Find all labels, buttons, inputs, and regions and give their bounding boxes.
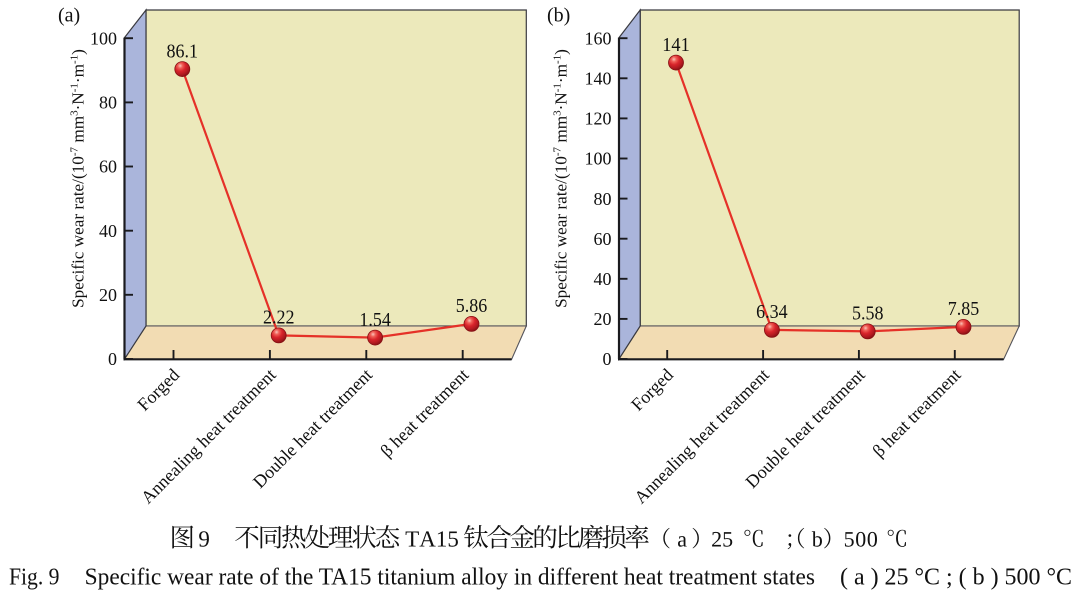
svg-text:100: 100 — [90, 28, 117, 48]
svg-text:5.86: 5.86 — [456, 296, 488, 317]
svg-text:100: 100 — [585, 149, 612, 169]
svg-text:Specific wear rate of the TA15: Specific wear rate of the TA15 titanium … — [85, 564, 815, 591]
svg-text:120: 120 — [585, 109, 612, 129]
svg-text:60: 60 — [99, 157, 117, 177]
svg-text:40: 40 — [99, 221, 117, 241]
svg-text:( a ) 25 °C ; ( b ) 500 °C: ( a ) 25 °C ; ( b ) 500 °C — [840, 564, 1072, 591]
svg-text:80: 80 — [99, 93, 117, 113]
svg-text:Fig. 9: Fig. 9 — [9, 564, 60, 591]
svg-text:86.1: 86.1 — [167, 41, 199, 62]
svg-text:80: 80 — [594, 189, 612, 209]
svg-text:7.85: 7.85 — [948, 299, 980, 320]
svg-text:6.34: 6.34 — [756, 302, 788, 323]
svg-text:20: 20 — [594, 309, 612, 329]
svg-text:0: 0 — [108, 349, 117, 369]
svg-text:(b): (b) — [547, 5, 570, 27]
svg-text:141: 141 — [662, 35, 690, 56]
svg-text:160: 160 — [585, 28, 612, 48]
svg-text:0: 0 — [603, 349, 612, 369]
svg-text:(a): (a) — [58, 5, 80, 27]
svg-text:2.22: 2.22 — [263, 308, 295, 329]
svg-text:20: 20 — [99, 285, 117, 305]
svg-text:40: 40 — [594, 269, 612, 289]
svg-text:5.58: 5.58 — [852, 304, 884, 325]
svg-text:1.54: 1.54 — [359, 310, 391, 331]
svg-text:60: 60 — [594, 229, 612, 249]
svg-text:140: 140 — [585, 69, 612, 89]
